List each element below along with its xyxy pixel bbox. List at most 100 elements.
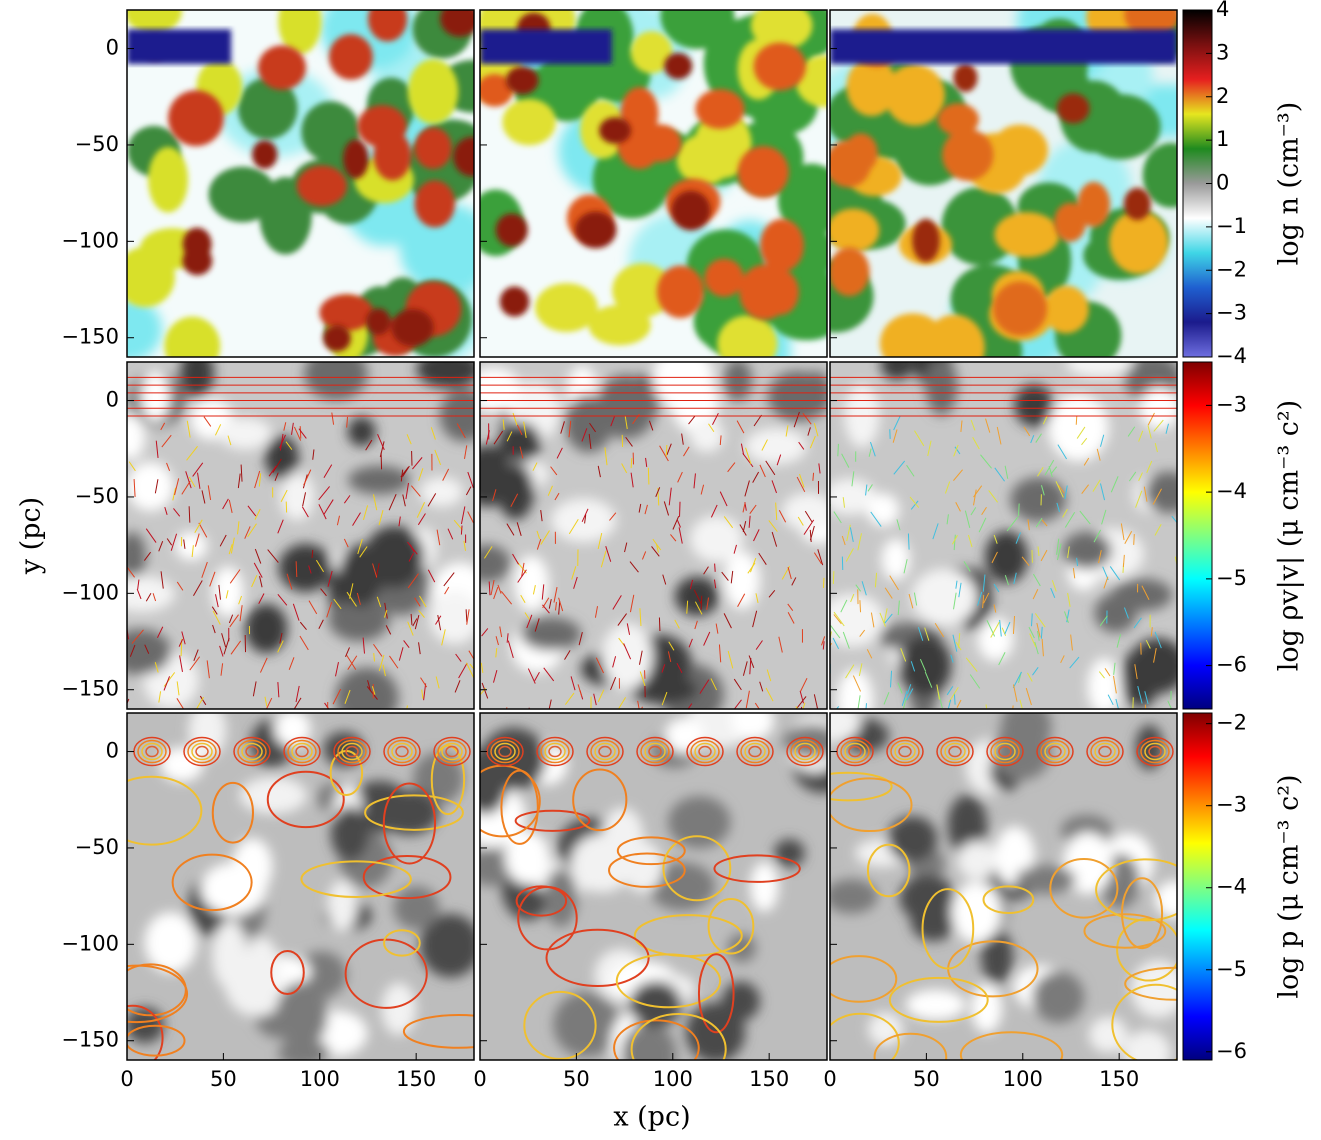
vector bbox=[532, 462, 538, 471]
vector bbox=[787, 566, 792, 580]
vector bbox=[851, 471, 855, 487]
vector bbox=[677, 471, 683, 483]
vector bbox=[481, 682, 489, 699]
vector bbox=[713, 579, 717, 589]
vector bbox=[1113, 662, 1116, 675]
blob bbox=[208, 166, 277, 223]
vector bbox=[821, 636, 826, 646]
contour bbox=[1094, 742, 1116, 761]
vector bbox=[833, 511, 842, 524]
vector bbox=[1070, 634, 1073, 651]
vector bbox=[512, 412, 518, 426]
contour bbox=[697, 953, 735, 1034]
vector bbox=[188, 506, 191, 523]
contour bbox=[898, 745, 912, 758]
vector bbox=[1032, 573, 1041, 587]
colorbar-tick-label: 1 bbox=[1216, 127, 1229, 151]
blob bbox=[984, 530, 1029, 584]
contour bbox=[266, 770, 345, 829]
x-tick-label: 50 bbox=[913, 1067, 940, 1091]
blob bbox=[212, 921, 247, 989]
frame bbox=[479, 712, 828, 1061]
vector bbox=[179, 655, 183, 672]
vector bbox=[455, 653, 462, 662]
vector bbox=[163, 672, 176, 687]
vector bbox=[219, 534, 227, 547]
vector bbox=[447, 528, 454, 540]
vector bbox=[332, 688, 342, 705]
contour bbox=[1121, 877, 1164, 950]
vector bbox=[323, 499, 334, 515]
vector bbox=[693, 589, 702, 604]
vector bbox=[909, 496, 920, 508]
vector bbox=[688, 638, 693, 648]
vector bbox=[237, 473, 241, 489]
vector bbox=[791, 577, 797, 586]
vector bbox=[318, 504, 327, 520]
vector bbox=[293, 697, 302, 709]
vector bbox=[228, 544, 233, 555]
vector bbox=[581, 508, 589, 522]
blob bbox=[868, 1012, 904, 1047]
vector bbox=[259, 657, 268, 673]
blob bbox=[419, 913, 474, 978]
colorbar-tick-label: −5 bbox=[1216, 566, 1247, 590]
contour bbox=[300, 860, 412, 898]
frame bbox=[126, 712, 475, 1061]
contour bbox=[994, 742, 1016, 761]
vector bbox=[977, 591, 983, 606]
vector bbox=[220, 663, 224, 676]
vector bbox=[346, 591, 357, 607]
panel-image bbox=[480, 10, 827, 357]
vector bbox=[295, 561, 298, 578]
vector bbox=[285, 441, 293, 450]
vector bbox=[1083, 457, 1090, 466]
vector bbox=[1146, 460, 1153, 474]
vector bbox=[1120, 523, 1125, 541]
blob bbox=[407, 59, 459, 125]
vector bbox=[247, 505, 257, 517]
blob bbox=[439, 388, 474, 442]
vector bbox=[521, 562, 525, 577]
panel-image bbox=[127, 10, 474, 357]
blob bbox=[502, 98, 556, 146]
colorbar-tick-label: −4 bbox=[1216, 875, 1247, 899]
vector bbox=[708, 423, 715, 433]
vector bbox=[435, 615, 442, 625]
vector bbox=[367, 680, 372, 692]
vector bbox=[376, 596, 382, 608]
vector bbox=[998, 652, 1006, 666]
blob bbox=[218, 417, 273, 450]
vector bbox=[919, 659, 927, 672]
contour bbox=[707, 898, 755, 955]
vector bbox=[830, 625, 841, 639]
contour bbox=[572, 768, 628, 832]
vector bbox=[483, 546, 493, 559]
vector bbox=[239, 605, 243, 622]
y-axis-label: y (pc) bbox=[16, 497, 47, 575]
contour bbox=[337, 739, 367, 764]
blob bbox=[704, 258, 744, 297]
vector bbox=[768, 520, 778, 532]
vector bbox=[410, 613, 413, 626]
blob bbox=[330, 806, 370, 861]
vector bbox=[648, 420, 654, 431]
contour bbox=[736, 736, 774, 767]
vector bbox=[647, 467, 650, 485]
contour bbox=[387, 739, 417, 764]
vector bbox=[1154, 524, 1162, 536]
contour bbox=[630, 1012, 727, 1060]
vector bbox=[406, 705, 408, 709]
vector bbox=[745, 690, 750, 709]
vector bbox=[229, 614, 239, 628]
vector bbox=[405, 482, 409, 500]
blob bbox=[498, 421, 542, 463]
blob bbox=[1123, 187, 1151, 221]
band bbox=[830, 29, 1177, 64]
vector bbox=[932, 523, 939, 540]
vector bbox=[192, 462, 204, 477]
vector bbox=[776, 454, 782, 466]
blob bbox=[1048, 394, 1109, 462]
vector bbox=[389, 655, 399, 669]
vector bbox=[1150, 627, 1153, 637]
